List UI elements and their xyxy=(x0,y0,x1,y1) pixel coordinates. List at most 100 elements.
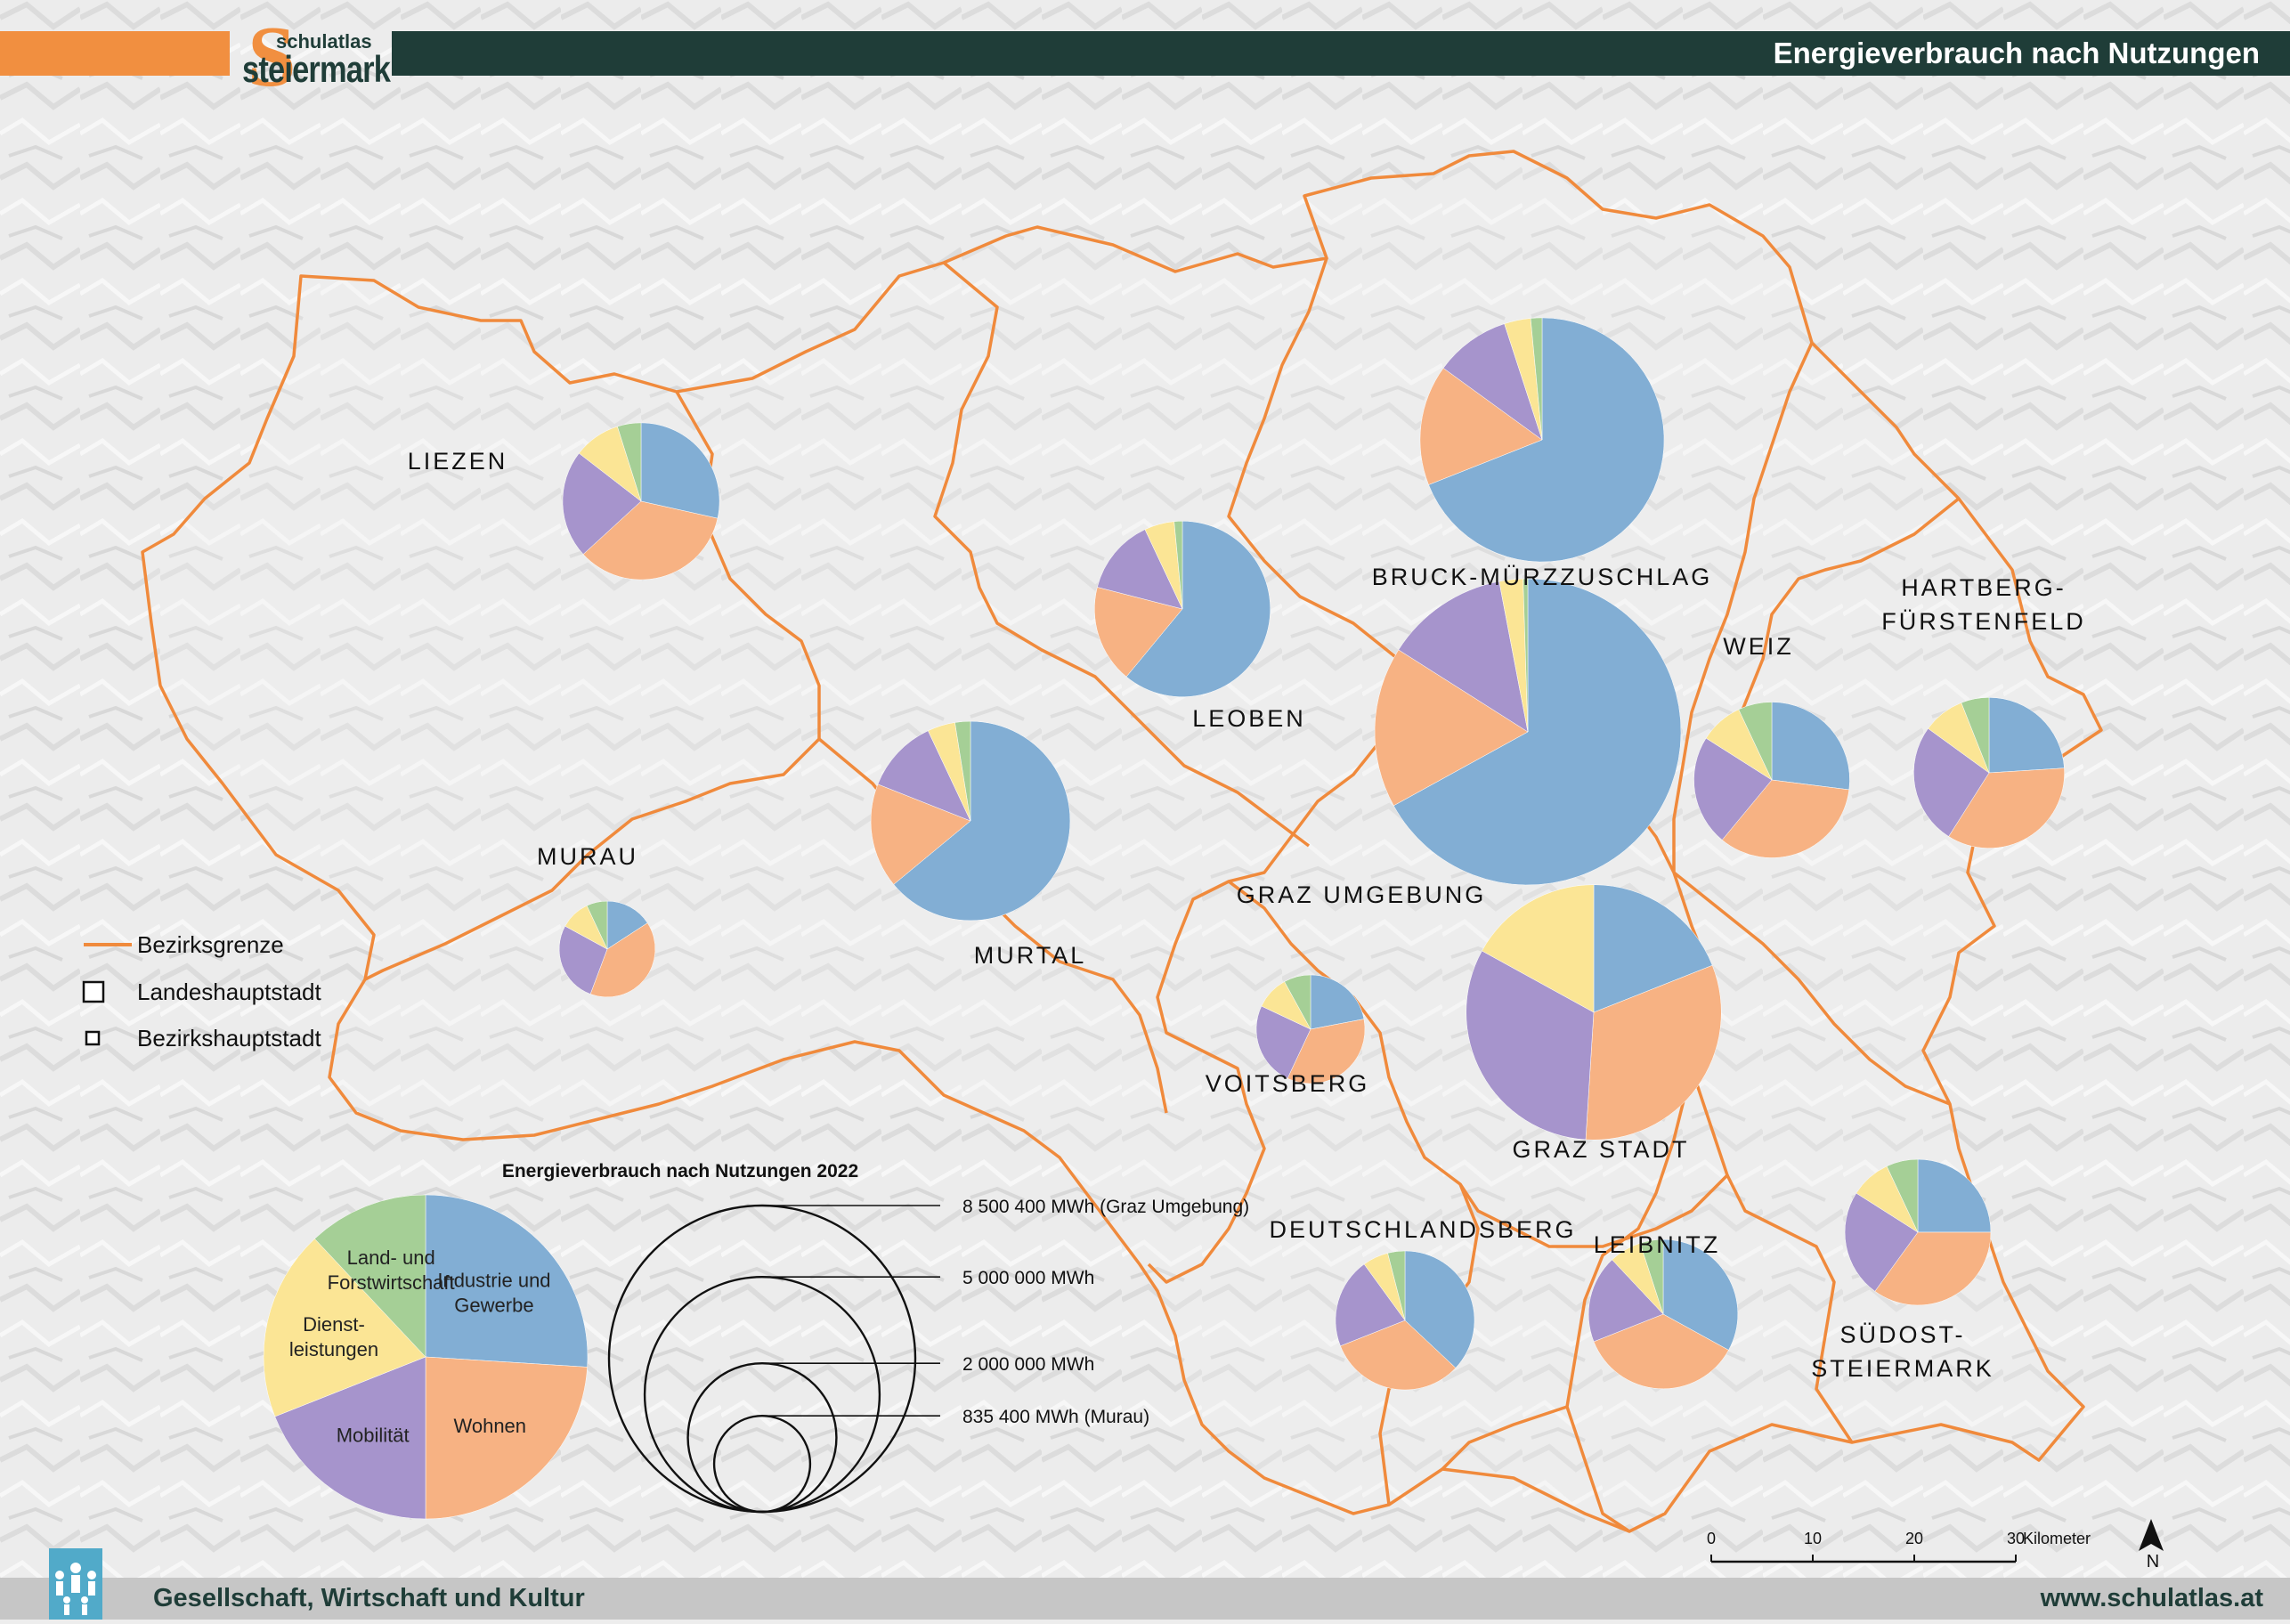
pie-leibnitz[interactable] xyxy=(1588,1238,1739,1390)
district-border-line xyxy=(1147,693,1426,1284)
pie-liezen-slice-1[interactable] xyxy=(582,500,719,581)
pie-leoben-slice-1[interactable] xyxy=(1094,587,1183,678)
district-border-line xyxy=(1227,257,1426,696)
pie-bruck-m-rzzuschlag-slice-2[interactable] xyxy=(1442,323,1543,441)
pie-leoben-slice-0[interactable] xyxy=(1125,521,1271,697)
pie-liezen-slice-0[interactable] xyxy=(640,422,720,519)
legend-example-slice-3[interactable] xyxy=(263,1238,426,1417)
pie-voitsberg-slice-4[interactable] xyxy=(1284,974,1311,1030)
logo-letter: S xyxy=(248,9,296,105)
pie-murau-slice-1[interactable] xyxy=(589,922,656,998)
schulatlas-logo[interactable]: S schulatlas steiermark xyxy=(233,9,391,105)
legend-example-slice-4[interactable] xyxy=(314,1194,426,1358)
pie-hartberg-f-rstenfeld-slice-4[interactable] xyxy=(1961,697,1990,774)
pie-weiz[interactable] xyxy=(1693,702,1850,858)
label-hartberg-f-rstenfeld: FÜRSTENFELD xyxy=(1881,608,2086,635)
label-bruck-m-rzzuschlag: BRUCK-MÜRZZUSCHLAG xyxy=(1372,564,1713,590)
pie-graz-stadt-slice-2[interactable] xyxy=(1466,950,1595,1141)
pie-deutschlandsberg-slice-4[interactable] xyxy=(1387,1250,1406,1321)
legend-example-label-1: Wohnen xyxy=(453,1415,526,1437)
pie-hartberg-f-rstenfeld-slice-2[interactable] xyxy=(1913,727,1990,837)
label-s-dost-steiermark: STEIERMARK xyxy=(1811,1355,1994,1382)
legend-example-label-4: Land- und xyxy=(347,1246,435,1269)
pie-s-dost-steiermark-slice-1[interactable] xyxy=(1874,1231,1992,1306)
pie-s-dost-steiermark[interactable] xyxy=(1844,1158,1992,1306)
pie-graz-umgebung-slice-1[interactable] xyxy=(1374,649,1529,807)
pie-voitsberg[interactable] xyxy=(1255,974,1366,1084)
pie-liezen-slice-4[interactable] xyxy=(617,422,642,502)
header-dark-bar xyxy=(392,31,2290,76)
legend-example-slice-0[interactable] xyxy=(425,1194,589,1368)
pie-murau-slice-2[interactable] xyxy=(558,925,608,995)
district-border-line xyxy=(1672,871,1951,1106)
pie-murtal-slice-1[interactable] xyxy=(870,784,971,885)
pie-graz-umgebung-slice-2[interactable] xyxy=(1398,581,1529,733)
footer-url[interactable]: www.schulatlas.at xyxy=(2040,1584,2263,1612)
pie-leoben[interactable] xyxy=(1094,521,1271,697)
size-label-0: 8 500 400 MWh (Graz Umgebung) xyxy=(962,1197,1249,1217)
legend-border-label: Bezirksgrenze xyxy=(137,931,284,958)
scale-tick-label: 30 xyxy=(2007,1530,2025,1547)
pie-weiz-slice-2[interactable] xyxy=(1693,737,1773,840)
pie-murau-slice-0[interactable] xyxy=(606,900,648,950)
pie-s-dost-steiermark-slice-4[interactable] xyxy=(1886,1158,1919,1233)
pie-leibnitz-slice-0[interactable] xyxy=(1662,1238,1739,1351)
pie-murau-slice-4[interactable] xyxy=(586,900,608,950)
pie-murtal[interactable] xyxy=(870,720,1071,922)
header-orange-bar xyxy=(0,31,230,76)
pie-bruck-m-rzzuschlag-slice-4[interactable] xyxy=(1530,317,1543,441)
pie-graz-umgebung-slice-0[interactable] xyxy=(1393,578,1682,886)
pie-voitsberg-slice-0[interactable] xyxy=(1310,974,1365,1030)
pie-graz-stadt-slice-0[interactable] xyxy=(1593,884,1713,1013)
page-title: Energieverbrauch nach Nutzungen xyxy=(1773,37,2260,69)
pie-murtal-slice-0[interactable] xyxy=(893,720,1071,922)
pie-bruck-m-rzzuschlag[interactable] xyxy=(1419,317,1665,563)
pie-leibnitz-slice-2[interactable] xyxy=(1588,1259,1664,1343)
size-label-1: 5 000 000 MWh xyxy=(962,1268,1094,1288)
pie-hartberg-f-rstenfeld[interactable] xyxy=(1913,697,2065,849)
pie-bruck-m-rzzuschlag-slice-0[interactable] xyxy=(1428,317,1665,563)
pie-graz-stadt-slice-3[interactable] xyxy=(1482,884,1595,1013)
pie-s-dost-steiermark-slice-2[interactable] xyxy=(1844,1192,1919,1292)
pie-leibnitz-slice-1[interactable] xyxy=(1593,1313,1729,1390)
pie-liezen[interactable] xyxy=(562,422,720,581)
logo-big-text: steiermark xyxy=(242,48,391,90)
pie-hartberg-f-rstenfeld-slice-0[interactable] xyxy=(1988,697,2065,774)
pie-voitsberg-slice-2[interactable] xyxy=(1255,1005,1311,1079)
pie-voitsberg-slice-1[interactable] xyxy=(1287,1019,1366,1084)
legend-example-label-3: Dienst- xyxy=(303,1313,365,1336)
pie-s-dost-steiermark-slice-0[interactable] xyxy=(1917,1158,1992,1233)
pie-liezen-slice-2[interactable] xyxy=(562,452,642,555)
pie-weiz-slice-4[interactable] xyxy=(1738,702,1773,781)
scale-unit-label: Kilometer xyxy=(2023,1530,2091,1547)
pie-murtal-slice-4[interactable] xyxy=(954,720,971,822)
footer-bar xyxy=(0,1578,2290,1620)
label-leoben: LEOBEN xyxy=(1192,705,1306,732)
legend-example-slice-2[interactable] xyxy=(274,1356,426,1520)
legend-example-pie xyxy=(263,1194,589,1520)
scale-tick-label: 0 xyxy=(1707,1530,1716,1547)
pie-hartberg-f-rstenfeld-slice-1[interactable] xyxy=(1948,767,2065,849)
district-capital-square-icon xyxy=(85,1030,101,1046)
pie-murtal-slice-2[interactable] xyxy=(877,730,971,822)
pie-deutschlandsberg-slice-1[interactable] xyxy=(1340,1320,1457,1391)
legend-example-slice-1[interactable] xyxy=(425,1356,588,1520)
pie-graz-umgebung-slice-4[interactable] xyxy=(1523,578,1529,733)
pie-weiz-slice-0[interactable] xyxy=(1771,702,1850,791)
pie-deutschlandsberg-slice-0[interactable] xyxy=(1404,1250,1475,1368)
pie-graz-stadt-slice-1[interactable] xyxy=(1585,964,1722,1141)
pie-leoben-slice-2[interactable] xyxy=(1097,529,1183,610)
pie-deutschlandsberg-slice-2[interactable] xyxy=(1335,1263,1406,1347)
pie-graz-stadt[interactable] xyxy=(1466,884,1722,1141)
pie-deutschlandsberg[interactable] xyxy=(1335,1250,1475,1391)
district-border-line xyxy=(1672,342,1814,873)
pie-leibnitz-slice-4[interactable] xyxy=(1639,1238,1664,1315)
scale-tick-label: 20 xyxy=(1905,1530,1923,1547)
chart-legend: Energieverbrauch nach Nutzungen 2022 Indu… xyxy=(263,1161,1249,1520)
pie-weiz-slice-1[interactable] xyxy=(1721,779,1850,858)
pie-graz-umgebung[interactable] xyxy=(1374,578,1682,886)
pie-leoben-slice-4[interactable] xyxy=(1173,521,1183,610)
pie-murau[interactable] xyxy=(558,900,656,998)
label-hartberg-f-rstenfeld: HARTBERG- xyxy=(1901,574,2067,601)
pie-bruck-m-rzzuschlag-slice-1[interactable] xyxy=(1419,368,1543,485)
